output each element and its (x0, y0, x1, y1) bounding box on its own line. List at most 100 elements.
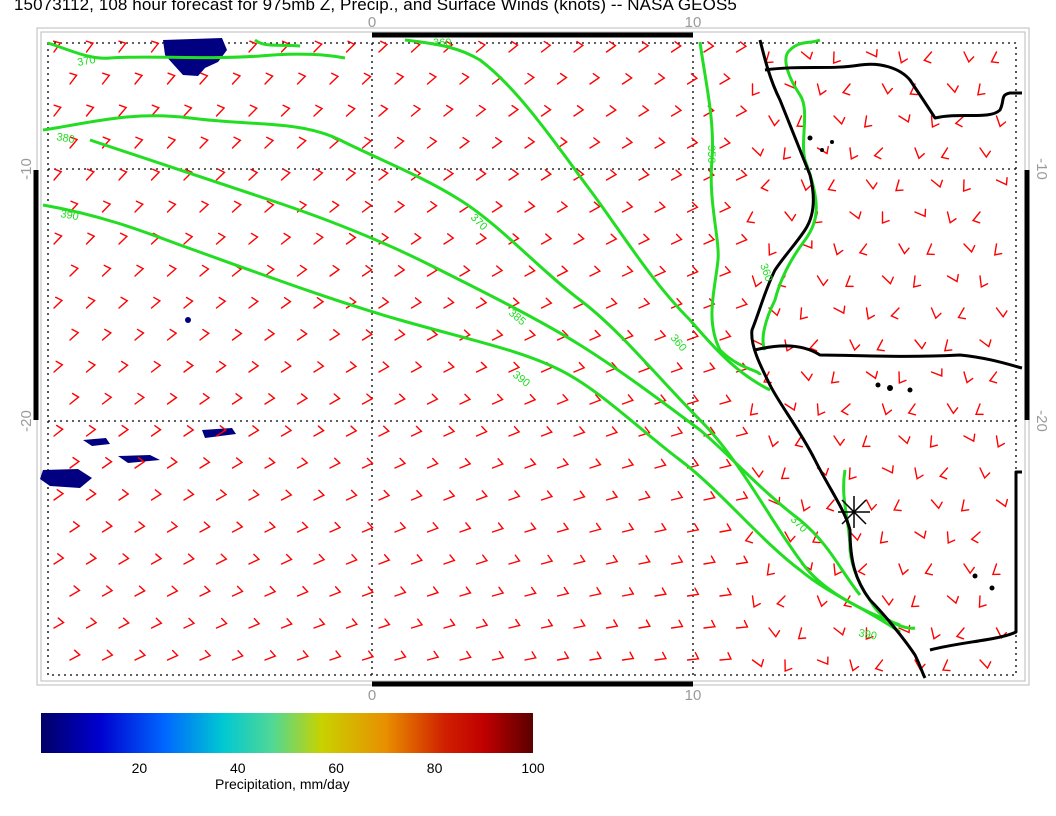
wind-barb (85, 296, 96, 309)
wind-barb (345, 40, 356, 53)
wind-barb (796, 115, 805, 128)
wind-barb (638, 41, 650, 53)
wind-barb (475, 361, 488, 373)
wind-barb (849, 339, 861, 352)
wind-barb (53, 553, 65, 565)
wind-barb (134, 585, 146, 597)
wind-barb (816, 403, 826, 417)
wind-barb (101, 649, 114, 661)
wind-barb (53, 488, 65, 501)
wind-barb (638, 490, 651, 501)
wind-barb (749, 403, 759, 416)
wind-barb (857, 563, 868, 576)
wind-barb (746, 211, 755, 224)
wind-barb (231, 649, 244, 661)
wind-barb (914, 147, 925, 160)
wind-barb (345, 489, 358, 501)
wind-barb (719, 73, 731, 85)
wind-barb (963, 433, 976, 443)
wind-barb (361, 72, 372, 85)
wind-barb (833, 563, 843, 577)
wind-barb (833, 243, 844, 256)
wind-barb (540, 554, 554, 565)
wind-barb (735, 41, 748, 53)
wind-barb (183, 553, 195, 565)
wind-barb (524, 393, 537, 405)
wind-barb (621, 329, 634, 341)
wind-barb (524, 458, 537, 469)
wind-barb (69, 521, 81, 533)
wind-barb (910, 595, 920, 608)
wind-barb (101, 585, 114, 597)
wind-barb (540, 40, 552, 53)
wind-barb (719, 201, 732, 213)
wind-barb (53, 617, 65, 629)
wind-barb (150, 617, 163, 629)
wind-barb (751, 275, 763, 288)
wind-barb (215, 553, 228, 565)
wind-barb (296, 264, 308, 277)
wind-barb (118, 40, 127, 53)
wind-barb (443, 168, 455, 181)
wind-barb (780, 467, 790, 480)
wind-barb (394, 586, 407, 597)
wind-barb (784, 211, 797, 222)
wind-barb (329, 264, 341, 277)
wind-barb (686, 137, 699, 149)
map-title: 15073112, 108 hour forecast for 975mb Z,… (14, 0, 737, 14)
wind-barb (960, 499, 970, 512)
wind-barb (589, 201, 601, 213)
wind-barb (654, 651, 667, 661)
wind-barb (735, 555, 749, 565)
wind-barb (686, 587, 700, 597)
wind-barb (475, 233, 488, 245)
left-tick-label: -20 (18, 410, 35, 432)
wind-barb (654, 73, 666, 85)
wind-barb (638, 297, 651, 309)
wind-barb (556, 393, 569, 405)
wind-barb (654, 394, 667, 405)
wind-barb (459, 136, 471, 149)
contour-labels: 370 380 390 360 370 350 360 385 390 370 … (55, 37, 877, 643)
wind-barb (946, 595, 960, 605)
wind-barb (963, 563, 975, 575)
wind-barb (827, 179, 837, 192)
wind-barb (845, 275, 854, 288)
wind-barb (183, 425, 195, 437)
wind-barb (101, 328, 113, 341)
wind-barb (990, 51, 1000, 64)
wind-barb (85, 424, 97, 437)
wind-barb (589, 458, 602, 469)
wind-barb (573, 361, 586, 373)
wind-barb (378, 361, 390, 373)
wind-barb (85, 553, 98, 565)
wind-barb (426, 136, 438, 149)
wind-barb (979, 467, 991, 480)
wind-barb (69, 392, 80, 405)
wind-barb (296, 136, 307, 149)
contour-label: 360 (668, 332, 689, 354)
wind-barb (703, 362, 716, 373)
wind-barb (443, 618, 456, 629)
wind-barb (865, 499, 877, 512)
wind-barb (475, 554, 489, 565)
wind-barb (296, 650, 310, 661)
wind-barb (881, 275, 894, 285)
wind-barb (53, 232, 63, 245)
coastline (750, 39, 1023, 679)
wind-barb (540, 233, 553, 245)
wind-barb (166, 521, 179, 533)
wind-barb (943, 339, 953, 352)
wind-barb (589, 265, 602, 277)
wind-barb (914, 530, 927, 540)
wind-barb (825, 499, 835, 512)
wind-barb (849, 147, 859, 160)
colorbar-tick-label: 20 (131, 760, 148, 776)
wind-barb (605, 40, 617, 53)
wind-barb (670, 555, 684, 565)
wind-barb (264, 585, 277, 597)
wind-barb (784, 531, 796, 543)
wind-barb (524, 522, 537, 533)
wind-barb (881, 403, 893, 416)
wind-barb (378, 425, 391, 437)
